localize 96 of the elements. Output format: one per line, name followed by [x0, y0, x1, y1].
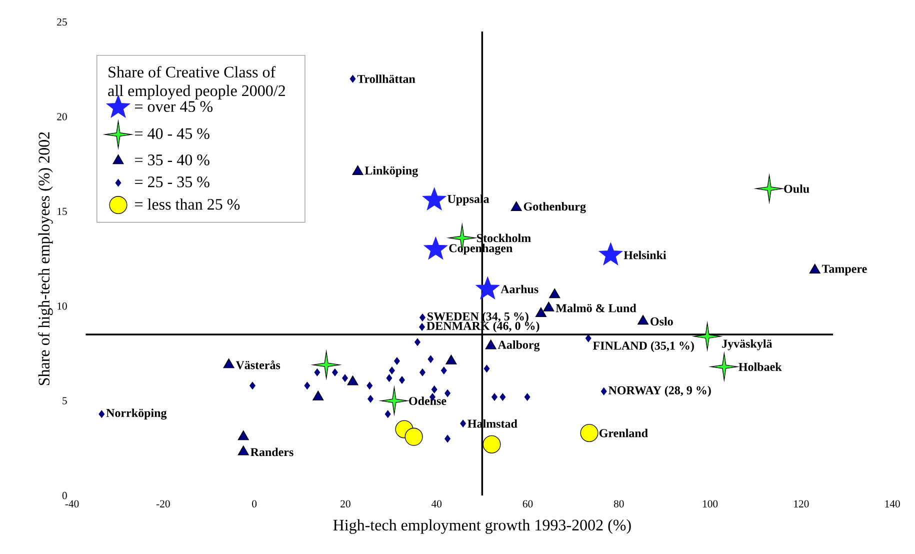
y-tick-label: 0 [62, 492, 67, 500]
x-tick-label: 140 [885, 500, 900, 508]
point [444, 435, 450, 443]
annotation: Helsinki [624, 250, 666, 260]
point [366, 382, 373, 390]
legend-title: Share of Creative Class of all employed people 2000/2 [108, 66, 285, 100]
point [389, 366, 395, 375]
point [600, 388, 607, 396]
point [304, 382, 310, 390]
point [809, 264, 820, 274]
x-tick-label: 120 [794, 500, 809, 508]
legend-label: = 35 - 40 % [135, 154, 210, 166]
point [598, 242, 622, 266]
point [431, 386, 438, 394]
x-tick-label: 60 [522, 500, 533, 508]
point [460, 420, 466, 428]
point [492, 393, 498, 402]
x-tick-label: 40 [431, 500, 442, 508]
annotation: Trollhättan [357, 74, 416, 84]
point [535, 308, 546, 318]
x-tick-label: -20 [156, 500, 170, 508]
y-tick-label: 15 [58, 208, 67, 216]
point [638, 315, 649, 325]
point [585, 334, 592, 342]
legend-label: = 25 - 35 % [135, 176, 210, 188]
point [394, 357, 400, 366]
annotation: Tampere [822, 265, 867, 276]
annotation: Linköping [364, 166, 418, 178]
x-tick-label: 20 [340, 500, 350, 508]
y-tick-label: 10 [58, 302, 67, 310]
x-tick-label: 0 [252, 500, 257, 508]
point [510, 202, 522, 212]
point [422, 188, 446, 210]
x-tick-label: 80 [614, 500, 624, 508]
point [223, 358, 234, 368]
point [524, 393, 530, 402]
point [485, 340, 496, 350]
point [549, 288, 560, 298]
point [312, 390, 324, 401]
point [347, 376, 358, 386]
point [314, 368, 320, 376]
annotation: Västerås [236, 360, 280, 370]
point [756, 175, 783, 203]
y-tick-label: 20 [57, 113, 67, 121]
point [399, 376, 405, 384]
point [476, 276, 500, 300]
point [380, 387, 408, 415]
annotation: FINLAND (35,1 %) [592, 341, 694, 352]
point [98, 410, 105, 418]
point [404, 428, 423, 446]
legend-label: = over 45 % [135, 101, 213, 112]
point [543, 302, 554, 312]
annotation: Oslo [650, 317, 673, 326]
point [368, 395, 374, 403]
point [424, 237, 448, 260]
point [428, 356, 434, 364]
x-tick-label: -40 [65, 500, 79, 508]
annotation: Oulu [784, 184, 810, 194]
annotation: Holbaek [738, 362, 782, 372]
annotation: Grenland [599, 429, 648, 438]
point [420, 314, 426, 322]
point [332, 368, 338, 376]
point [386, 374, 392, 382]
point [342, 374, 348, 382]
point [444, 390, 450, 398]
point [384, 410, 391, 418]
legend-label: = less than 25 % [135, 198, 240, 210]
point [420, 368, 426, 376]
point [440, 366, 447, 375]
point [580, 424, 598, 442]
annotation: Randers [250, 448, 294, 456]
y-tick-label: 25 [57, 18, 67, 26]
annotation: Aalborg [498, 340, 540, 352]
annotation: Gothenburg [524, 202, 586, 214]
y-axis-title: Share of high-tech employees (%) 2002 [38, 132, 53, 386]
x-tick-label: 100 [702, 500, 718, 508]
point [482, 436, 501, 454]
point [446, 354, 457, 365]
point [419, 323, 425, 331]
point [250, 382, 256, 390]
annotation: Aarhus [500, 285, 538, 294]
annotation: Jyväskylä [722, 340, 772, 351]
point [352, 166, 364, 176]
x-axis-title: High-tech employment growth 1993-2002 (%) [333, 519, 631, 534]
annotation: NORWAY (28, 9 %) [608, 386, 711, 398]
point [500, 393, 506, 402]
point [414, 338, 420, 346]
legend-label: = 40 - 45 % [135, 128, 210, 140]
point [694, 322, 721, 350]
annotation: Norrköping [106, 408, 167, 420]
annotation: Odense [409, 396, 446, 406]
y-tick-label: 5 [62, 397, 67, 405]
point [484, 365, 490, 373]
point [710, 353, 738, 381]
point [312, 351, 340, 379]
annotation: Malmö & Lund [556, 304, 636, 312]
